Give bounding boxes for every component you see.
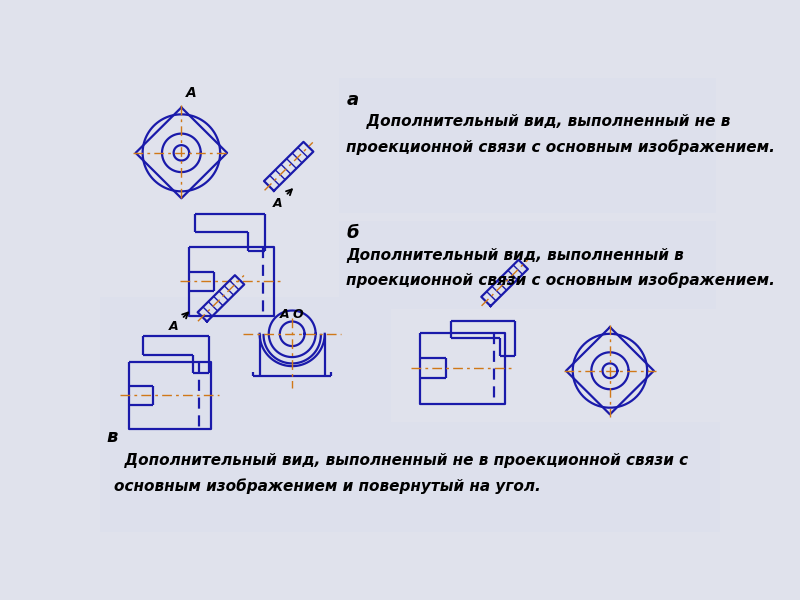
- Text: проекционной связи с основным изображением.: проекционной связи с основным изображени…: [346, 140, 775, 155]
- FancyBboxPatch shape: [100, 422, 720, 532]
- FancyBboxPatch shape: [338, 78, 716, 213]
- FancyBboxPatch shape: [338, 221, 716, 309]
- FancyBboxPatch shape: [100, 297, 390, 424]
- Text: Дополнительный вид, выполненный не в: Дополнительный вид, выполненный не в: [356, 115, 730, 130]
- Text: основным изображением и повернутый на угол.: основным изображением и повернутый на уг…: [114, 479, 541, 494]
- Text: А О: А О: [280, 308, 305, 322]
- Text: А: А: [273, 197, 282, 210]
- Text: Дополнительный вид, выполненный в: Дополнительный вид, выполненный в: [346, 248, 684, 263]
- Text: А: А: [186, 86, 197, 100]
- Text: проекционной связи с основным изображением.: проекционной связи с основным изображени…: [346, 272, 775, 288]
- Text: Дополнительный вид, выполненный не в проекционной связи с: Дополнительный вид, выполненный не в про…: [114, 453, 688, 468]
- Text: а: а: [346, 91, 358, 109]
- Text: в: в: [106, 428, 118, 446]
- Text: А: А: [169, 320, 178, 333]
- Text: б: б: [346, 224, 359, 242]
